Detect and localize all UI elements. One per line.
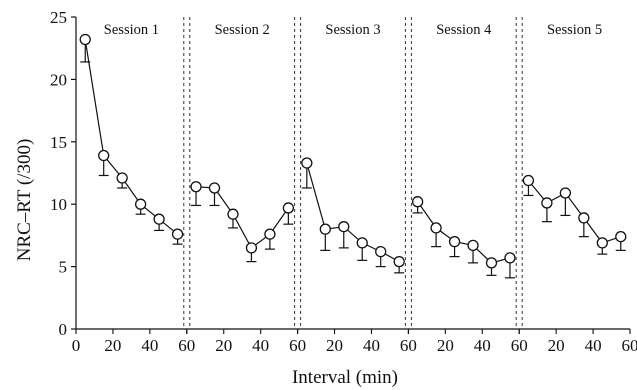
data-point [448, 235, 461, 248]
y-tick-label: 15 [50, 133, 67, 152]
data-point [134, 198, 147, 210]
x-tick-label: 60 [400, 336, 417, 355]
x-tick-label: 40 [252, 336, 269, 355]
data-point [578, 212, 590, 224]
x-tick-label: 20 [326, 336, 343, 355]
x-tick-label: 40 [363, 336, 380, 355]
x-tick-label: 20 [104, 336, 121, 355]
data-point [264, 228, 276, 240]
session-panel: Session 3 20 40 60 [297, 17, 417, 355]
data-point [98, 149, 110, 162]
session-panel: Session 4 20 40 60 [407, 17, 528, 355]
x-tick-label: 60 [289, 336, 306, 355]
data-point [615, 230, 627, 243]
data-point [338, 221, 350, 233]
data-point [430, 222, 442, 234]
data-point [208, 182, 221, 194]
session-panel: Session 1 0 20 40 60 [72, 17, 195, 355]
session-label: Session 4 [436, 22, 492, 38]
x-axis-label: Interval (min) [292, 367, 398, 388]
y-tick-label: 0 [59, 320, 68, 339]
series-line [195, 186, 289, 249]
session-label: Session 1 [104, 22, 159, 38]
x-tick-label: 20 [437, 336, 454, 355]
series-line [527, 180, 621, 244]
series-line [84, 39, 178, 235]
data-point [411, 196, 424, 208]
x-tick-label: 20 [215, 336, 232, 355]
data-point [245, 242, 258, 254]
data-point [504, 252, 516, 264]
data-point [356, 237, 368, 249]
data-point [319, 223, 331, 235]
data-point [301, 157, 313, 169]
x-tick-label: 40 [474, 336, 491, 355]
data-point [393, 255, 405, 268]
data-point [467, 239, 479, 252]
x-tick-label: 40 [585, 336, 602, 355]
y-tick-label: 25 [50, 8, 67, 27]
x-tick-label: 60 [178, 336, 195, 355]
data-point [282, 202, 295, 214]
y-tick-label: 20 [50, 70, 67, 89]
data-point [522, 174, 535, 187]
data-point [153, 213, 165, 225]
x-tick-label: 60 [622, 336, 637, 355]
session-label: Session 2 [215, 22, 270, 38]
series-line [417, 201, 511, 264]
data-point [116, 172, 128, 184]
x-tick-label: 0 [72, 336, 81, 355]
data-point [171, 228, 184, 240]
data-point [559, 187, 572, 199]
y-axis-label: NRC–RT (/300) [14, 139, 35, 262]
data-point [485, 257, 498, 269]
data-point [79, 33, 91, 46]
x-tick-label: 40 [141, 336, 158, 355]
data-point [375, 245, 387, 258]
session-panel: Session 2 20 40 60 [186, 17, 306, 355]
series-line [306, 162, 400, 263]
x-tick-label: 20 [548, 336, 565, 355]
data-point [596, 237, 608, 249]
y-tick-label: 5 [59, 258, 68, 277]
x-tick-label: 60 [511, 336, 528, 355]
axes: 0 5 10 15 20 25 [50, 8, 630, 339]
data-point [190, 181, 202, 193]
session-label: Session 5 [547, 22, 602, 38]
y-tick-label: 10 [50, 195, 67, 214]
session-label: Session 3 [325, 22, 380, 38]
data-point [541, 197, 553, 209]
data-point [227, 208, 239, 220]
session-panel: Session 5 20 40 60 [518, 17, 637, 355]
